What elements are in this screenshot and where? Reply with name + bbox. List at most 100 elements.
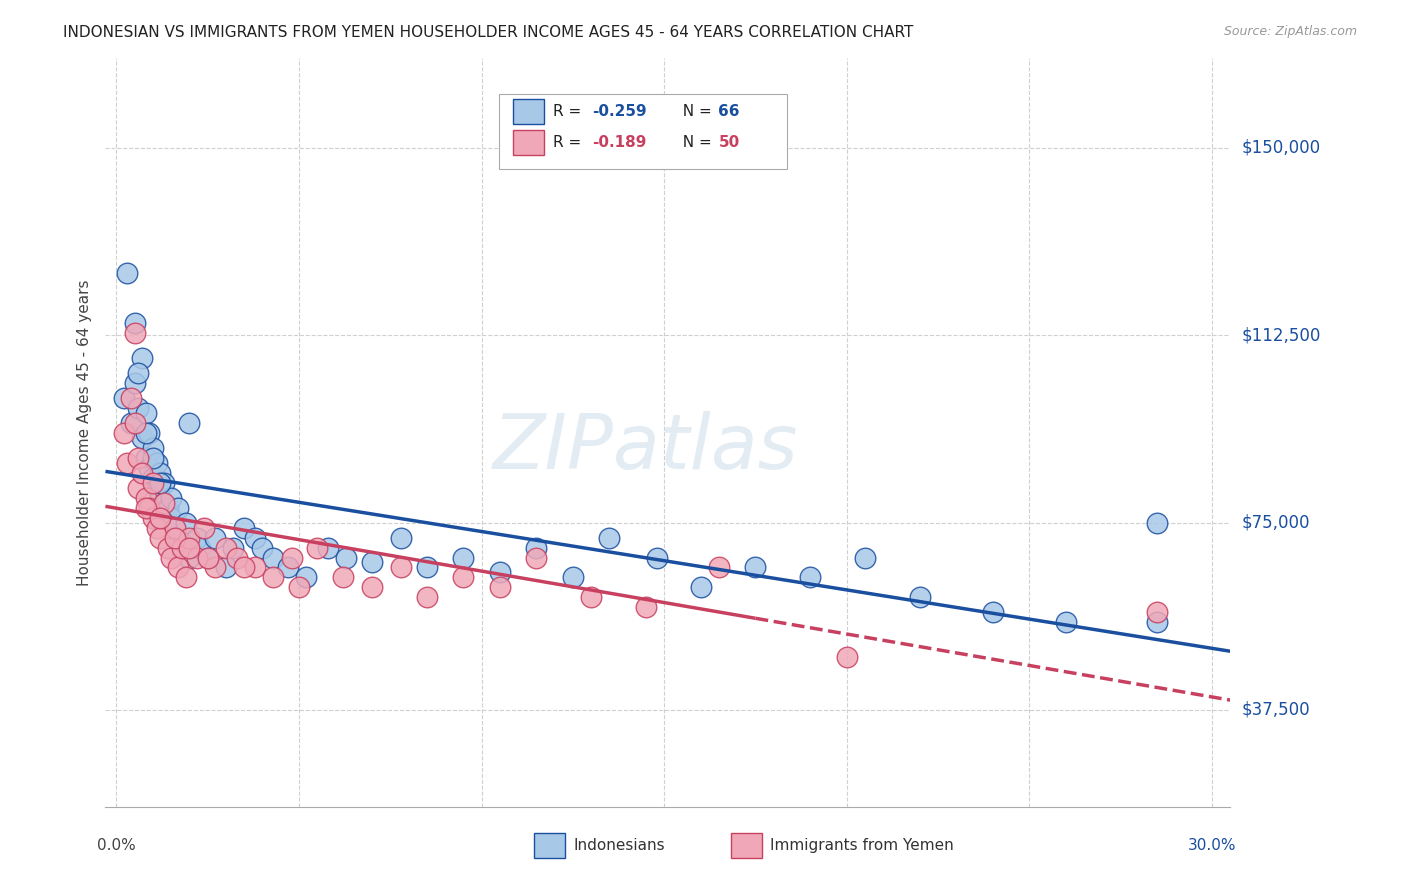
Point [160, 491, 183, 505]
Point [172, 541, 194, 555]
Text: 30.0%: 30.0% [1188, 838, 1236, 853]
Text: 66: 66 [718, 104, 740, 119]
Point [361, 556, 384, 570]
Point [156, 541, 179, 555]
Point [149, 466, 172, 480]
Point [142, 470, 165, 484]
Point [1146, 516, 1168, 530]
Text: $112,500: $112,500 [1241, 326, 1320, 344]
Point [416, 591, 439, 605]
Point [160, 550, 183, 565]
Point [262, 570, 284, 584]
Text: Immigrants from Yemen: Immigrants from Yemen [770, 838, 955, 853]
Point [645, 550, 668, 565]
Point [561, 570, 583, 584]
Point [135, 406, 157, 420]
Point [167, 560, 190, 574]
Point [142, 510, 165, 524]
Text: -0.189: -0.189 [592, 136, 647, 150]
Point [908, 591, 931, 605]
Point [489, 566, 512, 580]
Point [193, 520, 215, 534]
Point [186, 550, 208, 565]
Point [295, 570, 318, 584]
Point [127, 366, 149, 380]
Point [145, 481, 167, 495]
Point [179, 531, 201, 545]
Point [117, 456, 139, 470]
Point [142, 475, 165, 490]
Point [524, 550, 547, 565]
Point [153, 495, 176, 509]
Point [222, 541, 245, 555]
Point [226, 550, 249, 565]
Point [389, 560, 412, 574]
Point [389, 531, 412, 545]
Point [744, 560, 766, 574]
Point [634, 600, 657, 615]
Point [120, 391, 142, 405]
Point [167, 531, 190, 545]
Point [174, 516, 197, 530]
Point [149, 531, 172, 545]
Point [179, 541, 201, 555]
Point [163, 520, 186, 534]
Point [197, 550, 219, 565]
Point [835, 650, 858, 665]
Text: 50: 50 [718, 136, 740, 150]
Point [131, 351, 153, 365]
Point [156, 500, 179, 515]
Y-axis label: Householder Income Ages 45 - 64 years: Householder Income Ages 45 - 64 years [76, 279, 91, 586]
Point [197, 550, 219, 565]
Point [138, 460, 160, 475]
Point [243, 560, 266, 574]
Point [1054, 615, 1077, 630]
Point [689, 581, 711, 595]
Point [262, 550, 284, 565]
Point [142, 450, 165, 465]
Point [153, 475, 176, 490]
Point [127, 401, 149, 415]
Point [127, 450, 149, 465]
Point [799, 570, 821, 584]
Point [179, 416, 201, 430]
Text: 0.0%: 0.0% [97, 838, 136, 853]
Point [233, 520, 256, 534]
Point [120, 416, 142, 430]
Point [707, 560, 730, 574]
Point [138, 425, 160, 440]
Text: ZIPatlas: ZIPatlas [492, 410, 799, 484]
Point [135, 491, 157, 505]
Point [579, 591, 602, 605]
Point [453, 570, 475, 584]
Point [288, 581, 311, 595]
Point [335, 550, 357, 565]
Point [277, 560, 299, 574]
Point [307, 541, 329, 555]
Text: Source: ZipAtlas.com: Source: ZipAtlas.com [1223, 25, 1357, 38]
Text: INDONESIAN VS IMMIGRANTS FROM YEMEN HOUSEHOLDER INCOME AGES 45 - 64 YEARS CORREL: INDONESIAN VS IMMIGRANTS FROM YEMEN HOUS… [63, 25, 914, 40]
Point [135, 500, 157, 515]
Point [112, 425, 135, 440]
Point [233, 560, 256, 574]
Point [160, 510, 183, 524]
Point [117, 266, 139, 280]
Text: -0.259: -0.259 [592, 104, 647, 119]
Point [142, 441, 165, 455]
Text: R =: R = [553, 104, 586, 119]
Point [131, 431, 153, 445]
Text: $75,000: $75,000 [1241, 514, 1310, 532]
Point [124, 376, 146, 390]
Point [153, 495, 176, 509]
Point [215, 541, 238, 555]
Point [149, 475, 172, 490]
Point [135, 450, 157, 465]
Point [416, 560, 439, 574]
Point [598, 531, 620, 545]
Point [186, 531, 208, 545]
Point [131, 466, 153, 480]
Point [190, 541, 212, 555]
Point [172, 541, 194, 555]
Point [145, 520, 167, 534]
Point [981, 606, 1004, 620]
